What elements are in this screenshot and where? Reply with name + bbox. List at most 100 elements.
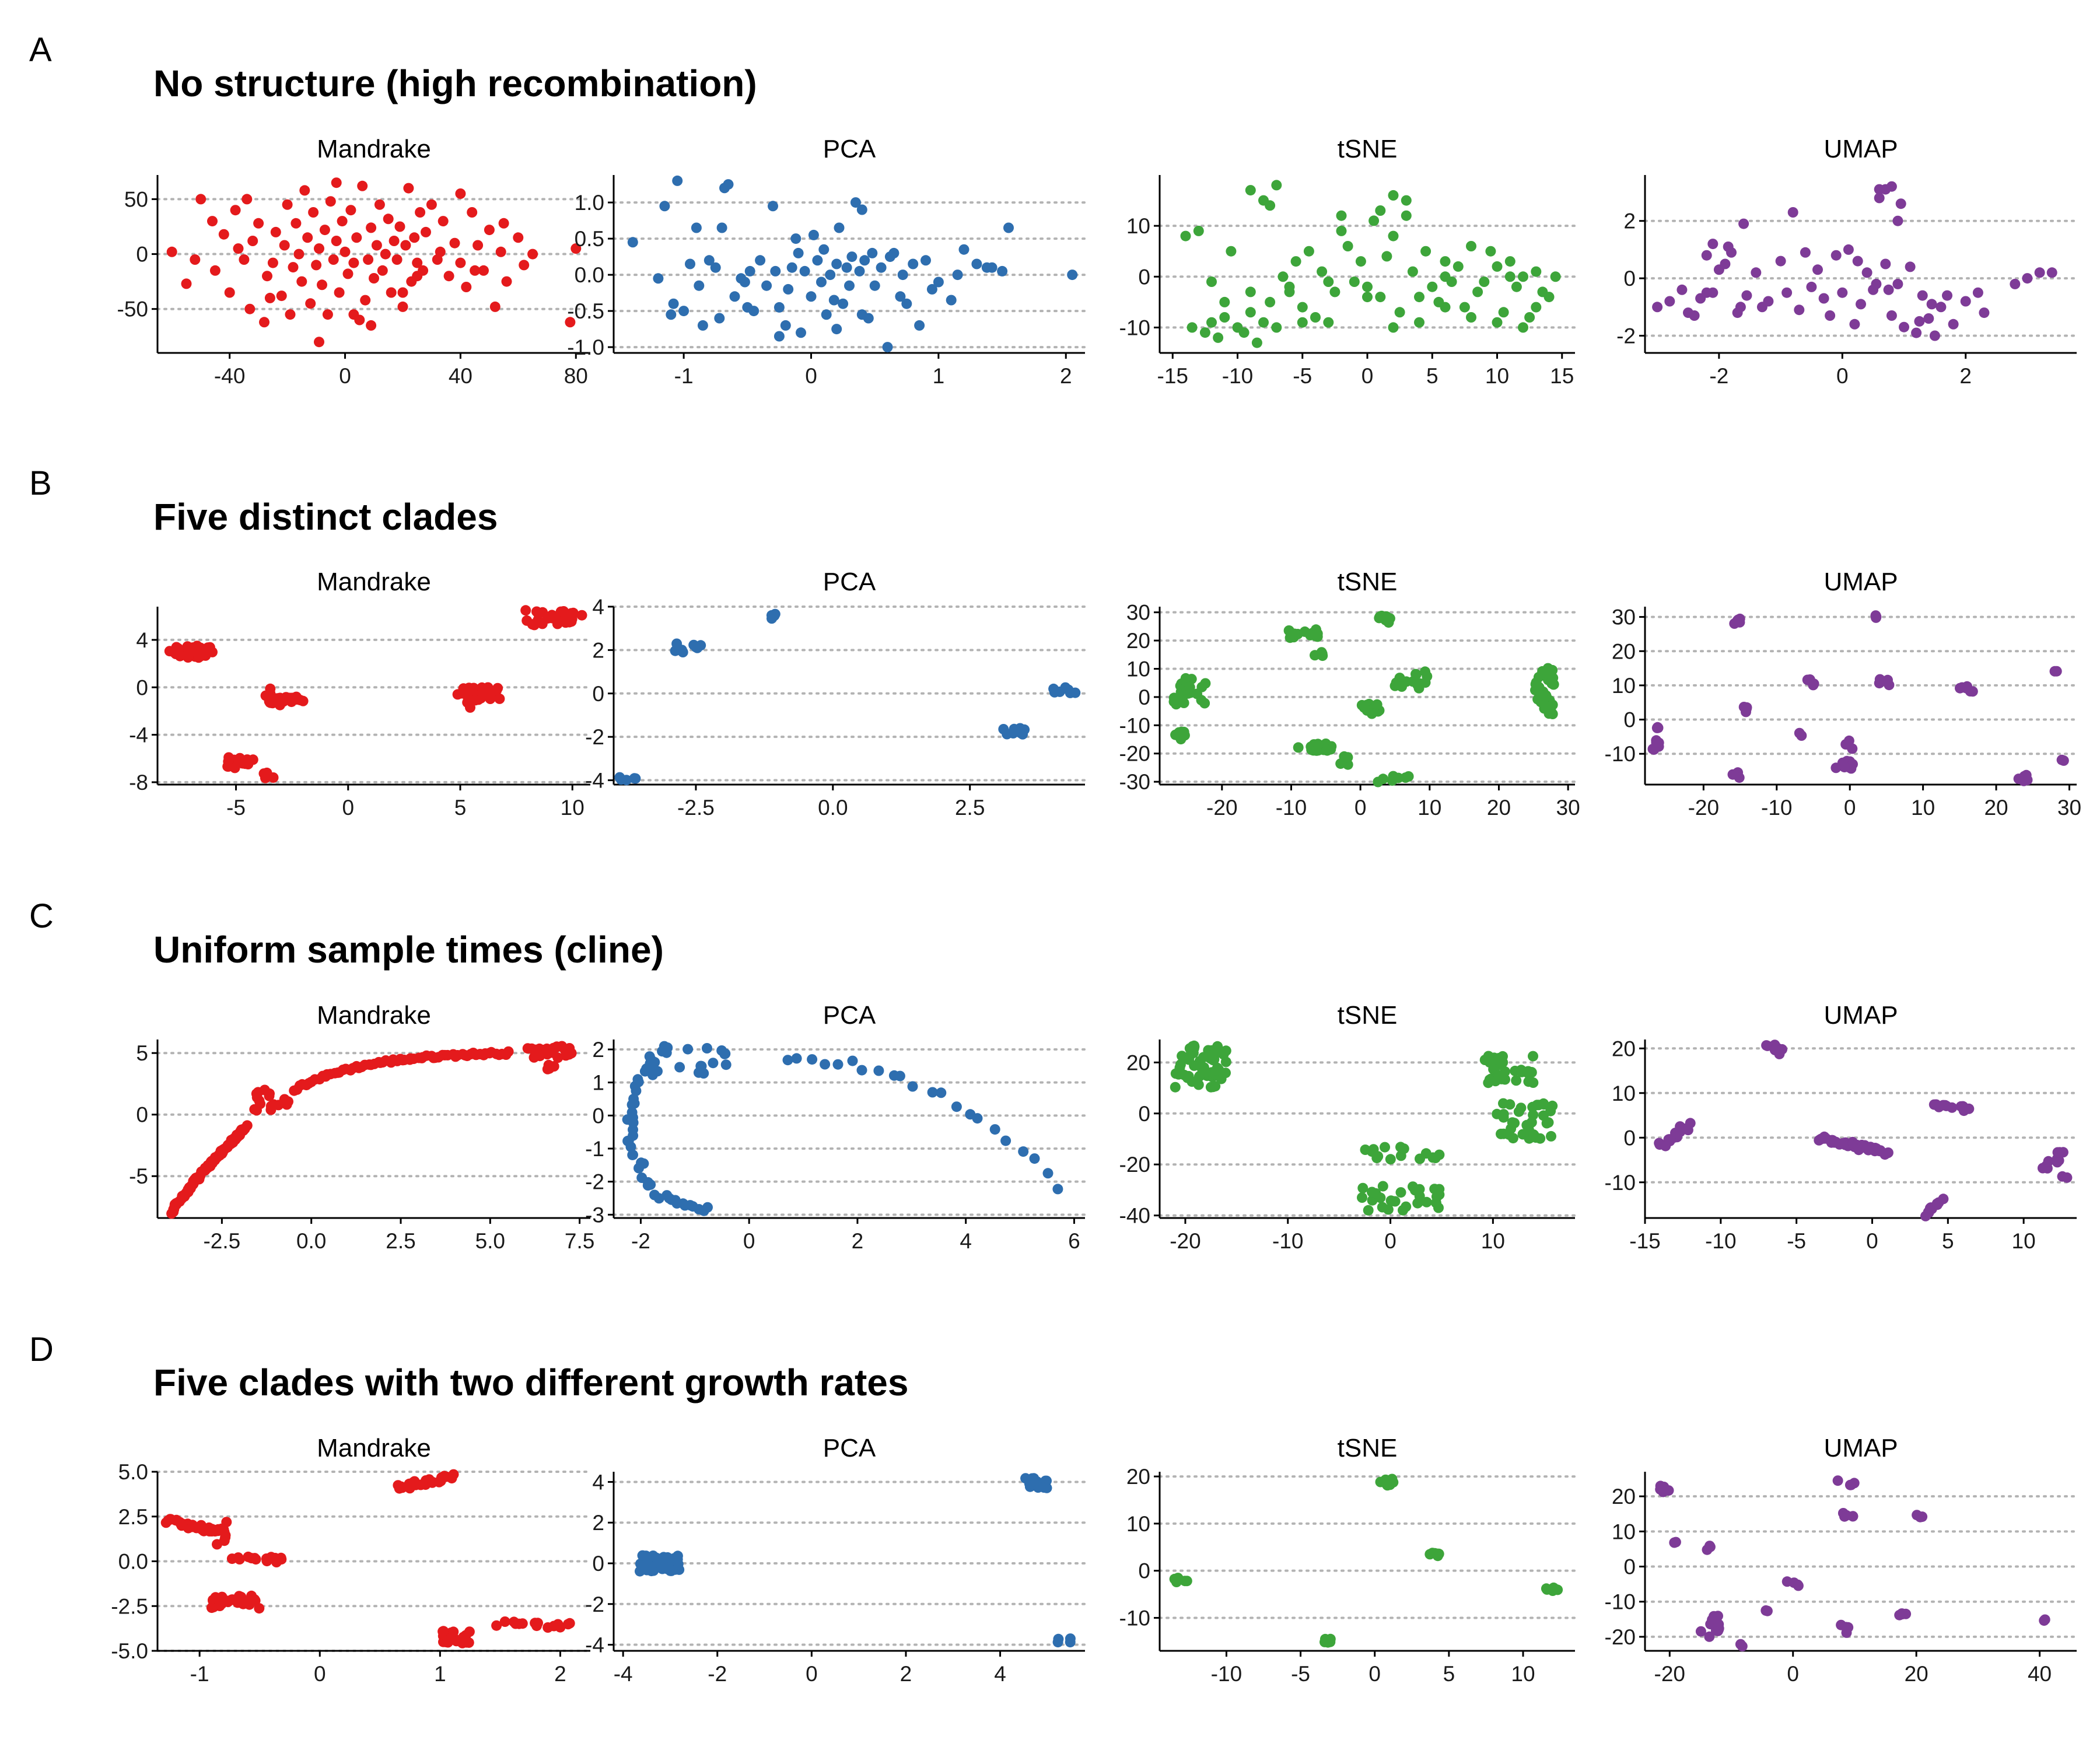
data-point bbox=[1421, 1196, 1432, 1208]
data-point bbox=[1396, 681, 1407, 692]
data-point bbox=[2046, 267, 2057, 278]
data-point bbox=[276, 1554, 287, 1565]
data-point bbox=[1852, 256, 1863, 267]
y-tick-label: -1.0 bbox=[567, 335, 604, 359]
y-tick-label: -4 bbox=[585, 769, 604, 793]
subplot-title: tSNE bbox=[1338, 1434, 1398, 1462]
x-tick-label: -10 bbox=[1222, 364, 1253, 388]
data-point bbox=[1388, 230, 1399, 242]
data-point bbox=[366, 222, 377, 233]
data-point bbox=[1507, 1133, 1518, 1144]
data-point bbox=[374, 199, 385, 210]
data-point bbox=[1384, 613, 1395, 624]
x-tick-label: -2 bbox=[1709, 364, 1728, 388]
data-point bbox=[2039, 1614, 2050, 1625]
data-point bbox=[1048, 683, 1059, 694]
data-point bbox=[1065, 1633, 1076, 1644]
data-point bbox=[232, 1597, 243, 1608]
x-tick-label: 0 bbox=[1368, 1662, 1381, 1686]
data-point bbox=[791, 1053, 802, 1064]
data-point bbox=[1548, 673, 1559, 684]
data-point bbox=[859, 255, 870, 266]
data-point bbox=[1175, 1059, 1186, 1070]
subplot-title: tSNE bbox=[1338, 1001, 1398, 1030]
data-point bbox=[1357, 1192, 1367, 1203]
x-tick-label: 2.5 bbox=[386, 1229, 415, 1253]
data-point bbox=[1883, 284, 1894, 295]
subplot-a-mandrake: Mandrake 50 0 -50 -40 0 40 80 bbox=[117, 135, 592, 388]
data-point bbox=[755, 255, 766, 266]
data-point bbox=[465, 702, 475, 713]
data-point bbox=[1843, 739, 1854, 750]
data-point bbox=[831, 324, 842, 335]
data-point bbox=[1323, 276, 1334, 287]
x-tick-label: -5 bbox=[1787, 1229, 1806, 1253]
x-tick-label: 10 bbox=[1911, 796, 1935, 820]
data-point bbox=[2034, 267, 2045, 278]
data-point bbox=[1886, 310, 1897, 321]
x-tick-label: 7.5 bbox=[565, 1229, 594, 1253]
data-point bbox=[790, 233, 802, 244]
data-point bbox=[1528, 1130, 1539, 1140]
data-point bbox=[234, 1554, 245, 1564]
data-point bbox=[708, 1058, 719, 1069]
data-point bbox=[1528, 1110, 1539, 1121]
data-point bbox=[882, 342, 893, 353]
x-tick-label: 0 bbox=[805, 364, 817, 388]
y-tick-label: -20 bbox=[1119, 1153, 1150, 1177]
data-point bbox=[383, 214, 394, 225]
x-tick-label: 10 bbox=[2012, 1229, 2036, 1253]
data-point bbox=[1701, 250, 1712, 261]
x-tick-label: -2.5 bbox=[203, 1229, 240, 1253]
data-point bbox=[517, 1618, 528, 1629]
x-tick-label: 5 bbox=[1426, 364, 1438, 388]
data-point bbox=[1796, 730, 1807, 741]
data-point bbox=[1972, 287, 1983, 298]
data-point bbox=[761, 280, 772, 291]
data-point bbox=[748, 306, 760, 317]
data-point bbox=[438, 216, 449, 227]
data-point bbox=[782, 1055, 793, 1066]
y-tick-label: 10 bbox=[1612, 1520, 1636, 1544]
data-point bbox=[288, 262, 299, 273]
data-point bbox=[260, 772, 271, 783]
data-point bbox=[1297, 317, 1308, 328]
data-point bbox=[1174, 727, 1185, 738]
y-tick-label: 0 bbox=[1138, 685, 1150, 709]
data-point bbox=[807, 1054, 818, 1065]
data-point bbox=[412, 257, 423, 268]
data-point bbox=[1911, 327, 1922, 338]
data-point bbox=[319, 225, 330, 236]
data-point bbox=[1440, 302, 1451, 313]
data-point bbox=[1892, 215, 1903, 226]
y-tick-label: -50 bbox=[117, 298, 148, 321]
data-point bbox=[340, 246, 351, 257]
data-point bbox=[421, 226, 431, 237]
data-point bbox=[552, 1619, 564, 1630]
data-point bbox=[264, 696, 275, 707]
data-point bbox=[239, 254, 250, 265]
data-point bbox=[1856, 299, 1866, 310]
data-point bbox=[1367, 1146, 1377, 1157]
data-point bbox=[233, 243, 244, 254]
data-point bbox=[796, 327, 806, 338]
data-point bbox=[1917, 290, 1928, 301]
data-point bbox=[1896, 1608, 1908, 1619]
data-point bbox=[1472, 286, 1483, 298]
data-point bbox=[1342, 752, 1353, 763]
data-point bbox=[1414, 292, 1424, 303]
data-point bbox=[1286, 629, 1297, 639]
data-point bbox=[1170, 1082, 1181, 1093]
data-point bbox=[653, 273, 664, 284]
data-point bbox=[1407, 266, 1418, 277]
data-point bbox=[952, 270, 963, 281]
data-point bbox=[2049, 666, 2060, 677]
y-tick-label: 0 bbox=[136, 243, 148, 267]
y-tick-label: -2 bbox=[585, 1170, 604, 1194]
data-point bbox=[2058, 755, 2069, 766]
data-point bbox=[1186, 322, 1198, 333]
data-point bbox=[1485, 246, 1496, 257]
data-point bbox=[1782, 287, 1793, 298]
data-point bbox=[1410, 669, 1422, 680]
data-point bbox=[629, 1098, 640, 1109]
